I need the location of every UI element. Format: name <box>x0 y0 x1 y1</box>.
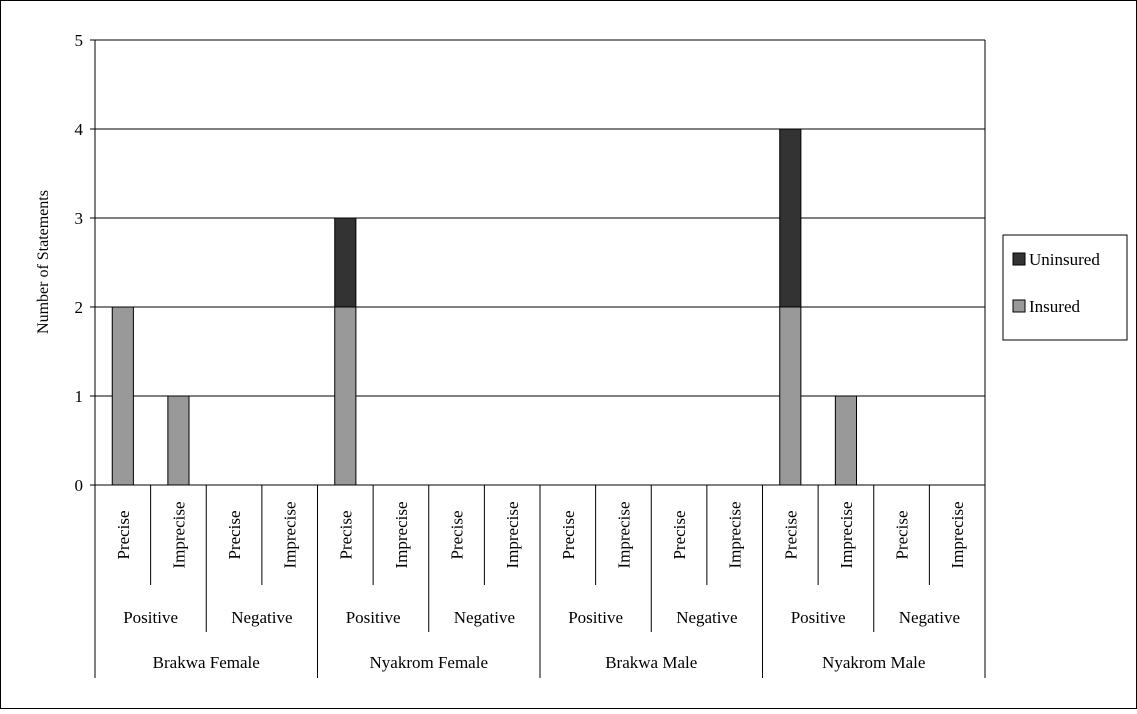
x-category-label: Imprecise <box>614 501 633 568</box>
x-subgroup-label: Positive <box>791 608 846 627</box>
bar-segment-insured <box>334 306 357 486</box>
tick-labels: 0 1 2 3 4 5 Precise Imprecise Precise Imprecise Pr… <box>75 31 968 672</box>
x-group-label: Brakwa Male <box>605 653 697 672</box>
x-subgroup-label: Negative <box>231 608 292 627</box>
x-subgroup-label: Negative <box>899 608 960 627</box>
x-subgroup-label: Positive <box>346 608 401 627</box>
bar-segment-insured <box>779 306 802 486</box>
y-tick-label: 5 <box>75 31 84 50</box>
y-tick-label: 4 <box>75 120 84 139</box>
x-group-label: Nyakrom Male <box>822 653 925 672</box>
x-category-label: Imprecise <box>726 501 745 568</box>
bar-segment-uninsured <box>334 217 357 308</box>
x-subgroup-label: Positive <box>123 608 178 627</box>
x-category-label: Precise <box>781 510 800 559</box>
x-category-label: Precise <box>225 510 244 559</box>
legend-label-insured: Insured <box>1029 297 1080 316</box>
y-tick-label: 0 <box>75 476 84 495</box>
x-category-label: Imprecise <box>503 501 522 568</box>
x-category-label: Precise <box>336 510 355 559</box>
x-subgroup-label: Negative <box>676 608 737 627</box>
y-axis-label: Number of Statements <box>35 190 52 334</box>
legend: Uninsured Insured <box>1002 234 1128 341</box>
y-tick-label: 3 <box>75 209 84 228</box>
x-subgroup-label: Positive <box>568 608 623 627</box>
x-category-label: Precise <box>114 510 133 559</box>
x-category-label: Precise <box>670 510 689 559</box>
bars <box>111 128 858 486</box>
legend-swatch-uninsured <box>1012 252 1026 266</box>
bar-segment-insured <box>111 306 134 486</box>
bar-segment-uninsured <box>779 128 802 308</box>
x-category-label: Precise <box>893 510 912 559</box>
x-category-label: Imprecise <box>281 501 300 568</box>
x-category-label: Imprecise <box>948 501 967 568</box>
x-category-label: Imprecise <box>169 501 188 568</box>
x-group-label: Nyakrom Female <box>370 653 489 672</box>
bar-segment-insured <box>834 395 858 486</box>
x-category-label: Imprecise <box>837 501 856 568</box>
axes <box>90 39 986 678</box>
y-tick-label: 2 <box>75 298 84 317</box>
x-subgroup-label: Negative <box>454 608 515 627</box>
legend-label-uninsured: Uninsured <box>1029 250 1100 269</box>
x-group-label: Brakwa Female <box>153 653 260 672</box>
bar-segment-insured <box>167 395 190 486</box>
x-category-label: Imprecise <box>392 501 411 568</box>
x-category-label: Precise <box>559 510 578 559</box>
y-tick-label: 1 <box>75 387 84 406</box>
x-category-label: Precise <box>448 510 467 559</box>
legend-swatch-insured <box>1012 299 1026 313</box>
